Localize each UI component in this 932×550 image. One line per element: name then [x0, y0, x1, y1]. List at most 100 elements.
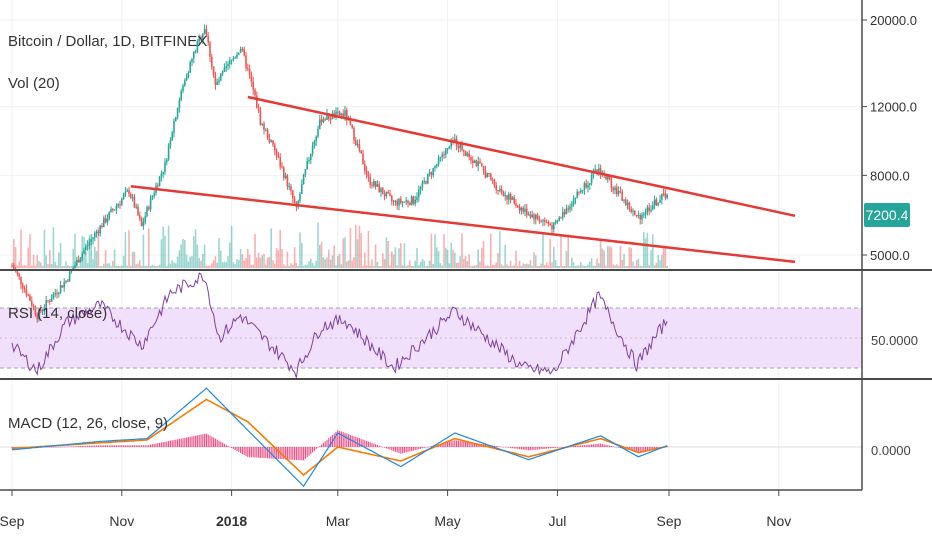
- candle-body: [272, 140, 274, 145]
- volume-bar: [583, 265, 586, 268]
- candle-body: [104, 218, 107, 223]
- candle-body: [605, 174, 607, 180]
- volume-bar: [661, 254, 663, 268]
- macd-histogram-bar: [218, 440, 220, 447]
- candle-body: [106, 218, 109, 223]
- candle-body: [61, 285, 64, 288]
- macd-histogram-bar: [160, 442, 162, 447]
- candle-body: [65, 280, 67, 283]
- volume-bar: [85, 253, 87, 268]
- candle-body: [299, 193, 301, 201]
- candle-body: [18, 273, 20, 277]
- macd-histogram-bar: [447, 442, 449, 447]
- volume-bar: [295, 262, 298, 268]
- macd-histogram-bar: [240, 447, 242, 453]
- candle-body: [346, 110, 348, 121]
- volume-bar: [484, 265, 487, 268]
- macd-histogram-bar: [342, 432, 344, 447]
- macd-histogram-bar: [657, 447, 659, 448]
- volume-bar: [103, 263, 105, 268]
- macd-histogram-bar: [130, 445, 132, 447]
- price-axis[interactable]: 20000.0 12000.0 8000.0 5000.0: [862, 13, 917, 263]
- volume-bar: [256, 257, 258, 268]
- macd-histogram-bar: [612, 446, 614, 447]
- macd-histogram-bar: [529, 447, 531, 451]
- volume-bar: [659, 260, 661, 268]
- candle-body: [137, 206, 139, 216]
- candle-body: [461, 143, 463, 151]
- macd-pane: [0, 387, 862, 488]
- volume-bar: [236, 259, 238, 268]
- candle-body: [403, 201, 406, 203]
- macd-histogram-bar: [600, 443, 602, 447]
- volume-bar: [486, 265, 488, 268]
- candle-body: [400, 198, 402, 203]
- macd-histogram-bar: [216, 439, 218, 447]
- macd-histogram-bar: [308, 447, 310, 456]
- macd-histogram-bar: [373, 443, 375, 447]
- time-axis[interactable]: Sep Nov 2018 Mar May Jul Sep Nov: [0, 490, 791, 529]
- macd-histogram-bar: [115, 445, 117, 447]
- trendlines[interactable]: [130, 95, 796, 264]
- macd-histogram-bar: [445, 442, 447, 447]
- candle-body: [547, 222, 550, 224]
- volume-bar: [232, 262, 235, 268]
- volume-bar: [265, 264, 267, 268]
- candle-body: [142, 222, 145, 227]
- candle-body: [293, 198, 296, 204]
- candle-body: [367, 174, 370, 178]
- macd-histogram-bar: [382, 447, 384, 448]
- candle-body: [653, 199, 656, 206]
- candle-body: [270, 140, 272, 142]
- candle-body: [266, 129, 269, 139]
- candle-body: [544, 220, 546, 222]
- volume-bar: [220, 250, 222, 268]
- volume-bar: [207, 265, 209, 268]
- candle-body: [580, 190, 582, 193]
- candle-body: [97, 231, 100, 234]
- macd-histogram-bar: [427, 447, 429, 448]
- volume-bar: [646, 232, 649, 268]
- symbol-title[interactable]: Bitcoin / Dollar, 1D, BITFINEX: [8, 33, 207, 50]
- volume-bar: [157, 266, 159, 268]
- candle-body: [191, 58, 193, 62]
- macd-histogram-bar: [121, 445, 123, 447]
- macd-histogram-bar: [472, 442, 474, 447]
- macd-indicator-label[interactable]: MACD (12, 26, close, 9): [8, 415, 168, 432]
- trendline-upper[interactable]: [247, 95, 796, 218]
- macd-histogram-bar: [418, 447, 420, 450]
- volume-bar: [182, 238, 184, 268]
- volume-bar: [513, 265, 515, 268]
- volume-bar: [396, 265, 398, 268]
- volume-bar: [535, 255, 537, 268]
- macd-histogram-bar: [391, 447, 393, 451]
- volume-bar: [459, 256, 461, 268]
- macd-histogram-bar: [632, 447, 634, 451]
- candle-body: [202, 33, 204, 39]
- macd-histogram-bar: [49, 447, 51, 448]
- macd-histogram-bar: [267, 447, 269, 459]
- volume-bar: [225, 262, 227, 268]
- macd-histogram-bar: [142, 445, 144, 447]
- candle-body: [621, 192, 623, 201]
- volume-bar: [112, 260, 114, 268]
- macd-histogram-bar: [223, 443, 225, 447]
- volume-bar: [313, 265, 316, 268]
- macd-histogram-bar: [508, 447, 510, 448]
- candle-body: [254, 89, 256, 96]
- macd-histogram-bar: [177, 439, 179, 447]
- candle-body: [41, 310, 44, 312]
- macd-histogram-bar: [443, 442, 445, 447]
- volume-bar: [594, 265, 596, 268]
- candle-body: [171, 132, 173, 141]
- volume-bar: [324, 259, 326, 268]
- rsi-indicator-label[interactable]: RSI (14, close): [8, 305, 107, 322]
- macd-histogram-bar: [70, 446, 72, 447]
- trendline-lower[interactable]: [130, 185, 796, 264]
- candle-body: [623, 199, 625, 201]
- candle-body: [16, 271, 19, 274]
- candle-body: [140, 218, 143, 227]
- volume-indicator-label[interactable]: Vol (20): [8, 75, 60, 92]
- volume-bar: [470, 265, 472, 268]
